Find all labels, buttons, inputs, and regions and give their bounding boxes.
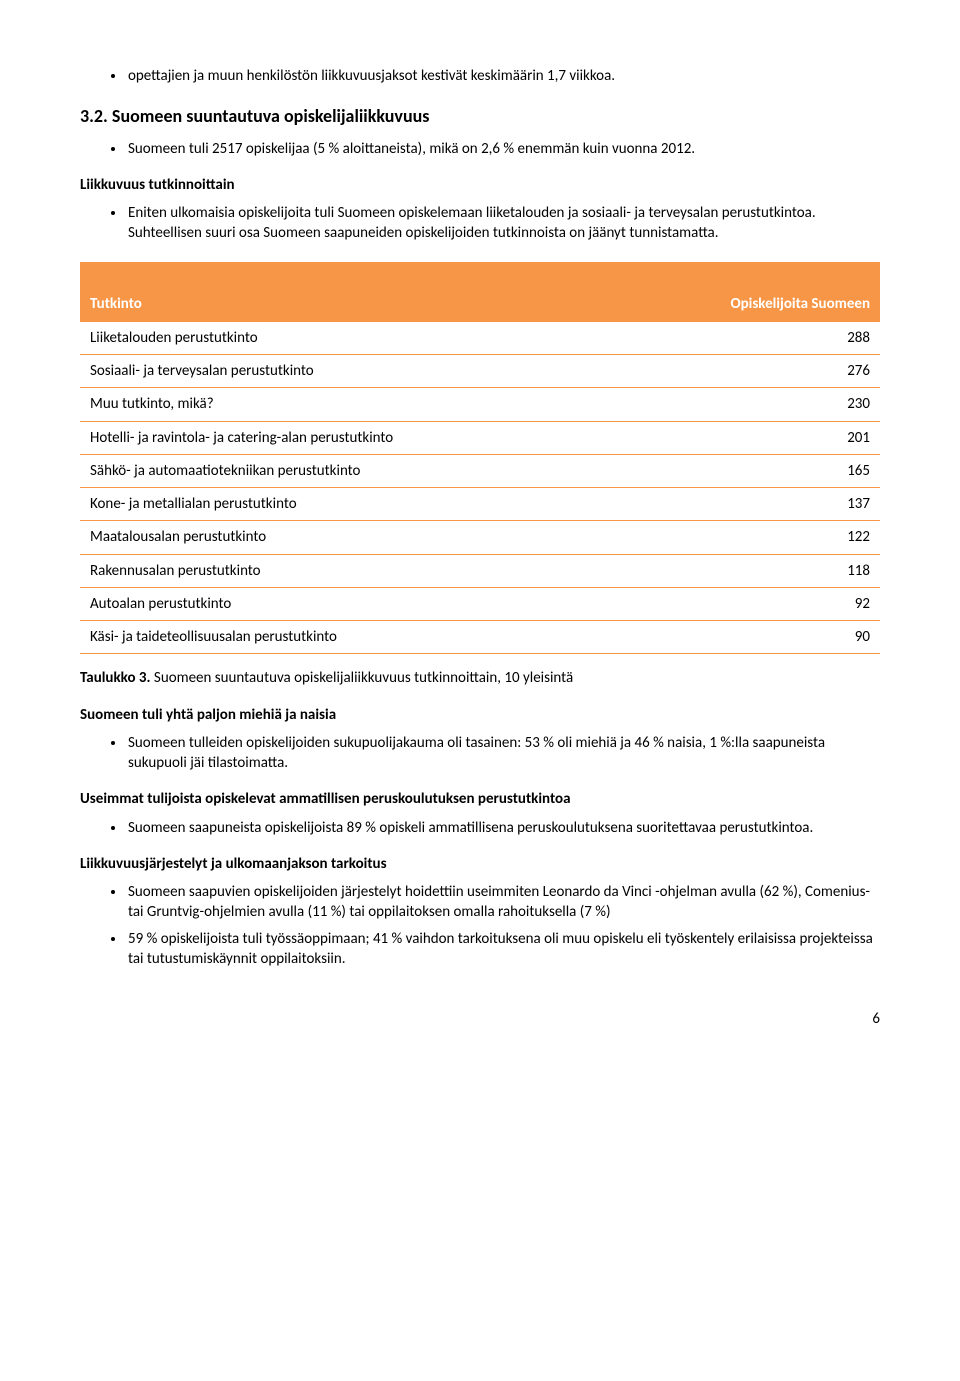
table-caption: Taulukko 3. Suomeen suuntautuva opiskeli… [80, 668, 880, 688]
col-tutkinto: Tutkinto [80, 284, 616, 322]
table-row: Hotelli- ja ravintola- ja catering-alan … [80, 421, 880, 454]
table-row: Käsi- ja taideteollisuusalan perustutkin… [80, 621, 880, 654]
after-h1: Suomeen tuli yhtä paljon miehiä ja naisi… [80, 705, 880, 725]
cell-label: Maatalousalan perustutkinto [80, 521, 616, 554]
degree-table: Tutkinto Opiskelijoita Suomeen Liiketalo… [80, 262, 880, 655]
after-b2: Suomeen saapuneista opiskelijoista 89 % … [126, 818, 880, 838]
table-row: Sähkö- ja automaatiotekniikan perustutki… [80, 454, 880, 487]
header-pad [80, 262, 880, 284]
cell-value: 276 [616, 355, 880, 388]
caption-text: Suomeen suuntautuva opiskelijaliikkuvuus… [151, 669, 574, 687]
table-row: Liiketalouden perustutkinto288 [80, 322, 880, 355]
cell-value: 118 [616, 554, 880, 587]
cell-value: 90 [616, 621, 880, 654]
cell-value: 201 [616, 421, 880, 454]
after-b4: 59 % opiskelijoista tuli työssäoppimaan;… [126, 929, 880, 970]
table-row: Rakennusalan perustutkinto118 [80, 554, 880, 587]
col-opiskelijoita: Opiskelijoita Suomeen [616, 284, 880, 322]
cell-value: 122 [616, 521, 880, 554]
cell-label: Liiketalouden perustutkinto [80, 322, 616, 355]
intro-bullet: opettajien ja muun henkilöstön liikkuvuu… [126, 66, 880, 86]
table-row: Maatalousalan perustutkinto122 [80, 521, 880, 554]
sub1-heading: Liikkuvuus tutkinnoittain [80, 175, 880, 195]
after-b3: Suomeen saapuvien opiskelijoiden järjest… [126, 882, 880, 923]
cell-value: 137 [616, 488, 880, 521]
cell-value: 165 [616, 454, 880, 487]
caption-label: Taulukko 3. [80, 669, 151, 687]
table-row: Muu tutkinto, mikä?230 [80, 388, 880, 421]
cell-value: 230 [616, 388, 880, 421]
cell-label: Rakennusalan perustutkinto [80, 554, 616, 587]
section-bullet-1: Suomeen tuli 2517 opiskelijaa (5 % aloit… [126, 139, 880, 159]
cell-value: 92 [616, 587, 880, 620]
cell-label: Autoalan perustutkinto [80, 587, 616, 620]
section-heading: 3.2. Suomeen suuntautuva opiskelijaliikk… [80, 104, 880, 128]
cell-label: Käsi- ja taideteollisuusalan perustutkin… [80, 621, 616, 654]
table-row: Sosiaali- ja terveysalan perustutkinto27… [80, 355, 880, 388]
page-number: 6 [80, 1009, 880, 1029]
after-h2: Useimmat tulijoista opiskelevat ammatill… [80, 789, 880, 809]
cell-label: Kone- ja metallialan perustutkinto [80, 488, 616, 521]
cell-label: Hotelli- ja ravintola- ja catering-alan … [80, 421, 616, 454]
cell-value: 288 [616, 322, 880, 355]
table-row: Kone- ja metallialan perustutkinto137 [80, 488, 880, 521]
table-wrap: Tutkinto Opiskelijoita Suomeen Liiketalo… [80, 262, 880, 655]
sub1-bullet: Eniten ulkomaisia opiskelijoita tuli Suo… [126, 203, 880, 244]
after-h3: Liikkuvuusjärjestelyt ja ulkomaanjakson … [80, 854, 880, 874]
cell-label: Sosiaali- ja terveysalan perustutkinto [80, 355, 616, 388]
after-b1: Suomeen tulleiden opiskelijoiden sukupuo… [126, 733, 880, 774]
cell-label: Muu tutkinto, mikä? [80, 388, 616, 421]
cell-label: Sähkö- ja automaatiotekniikan perustutki… [80, 454, 616, 487]
table-row: Autoalan perustutkinto92 [80, 587, 880, 620]
